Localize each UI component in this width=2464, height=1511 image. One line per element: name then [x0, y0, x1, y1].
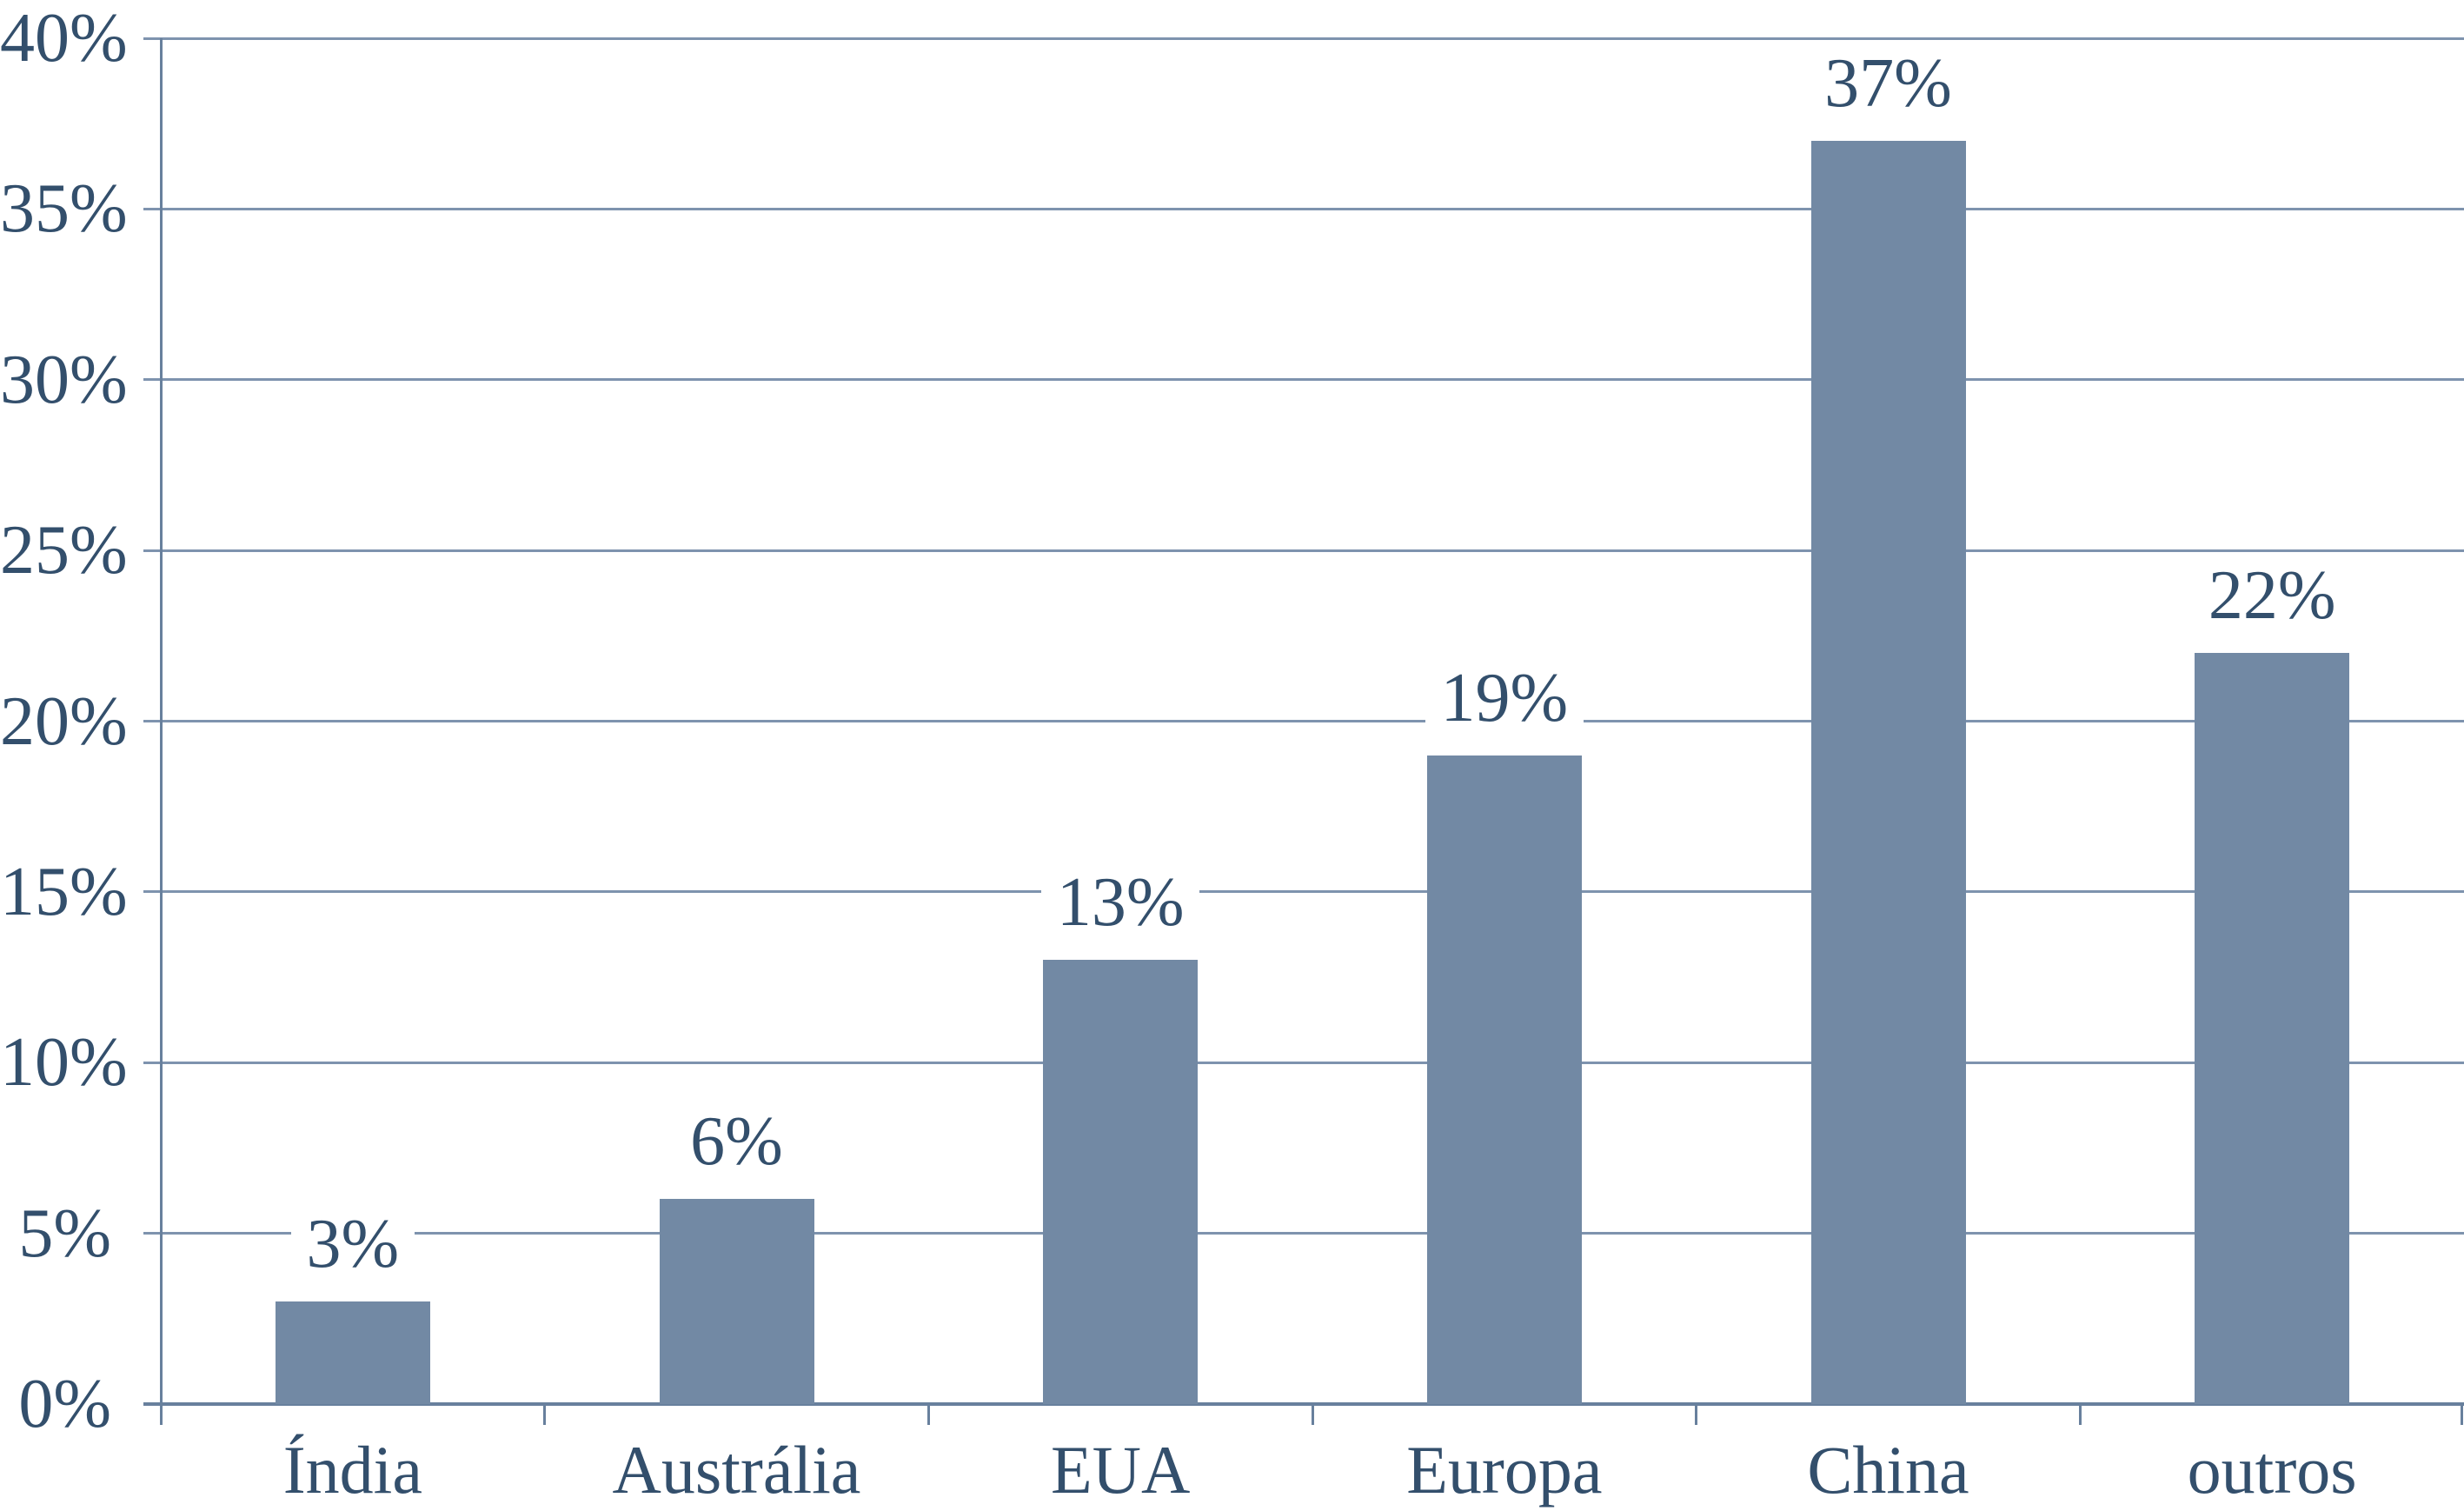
x-category-label: outros — [2187, 1432, 2357, 1508]
bar-value-label: 22% — [2080, 556, 2464, 636]
gridline — [143, 378, 2464, 382]
y-tick-label: 30% — [0, 341, 128, 418]
bar-value-text: 13% — [1040, 864, 1200, 942]
bar-value-text: 37% — [1809, 44, 1968, 122]
x-axis-tick — [926, 1404, 930, 1425]
gridline — [143, 207, 2464, 210]
bar — [1043, 960, 1199, 1404]
bar — [659, 1199, 814, 1404]
gridline — [143, 37, 2464, 40]
bar-value-text: 3% — [290, 1206, 415, 1283]
bar — [1426, 755, 1582, 1404]
x-category-label: EUA — [1051, 1432, 1191, 1508]
gridline — [143, 1061, 2464, 1064]
x-category-label: Índia — [282, 1432, 422, 1508]
y-tick-label: 20% — [0, 682, 128, 760]
bar-value-label: 13% — [928, 862, 1312, 942]
y-tick-label: 15% — [0, 853, 128, 930]
x-axis-tick — [1311, 1404, 1314, 1425]
bar-value-text: 19% — [1425, 659, 1584, 736]
y-tick-label: 10% — [0, 1024, 128, 1102]
x-axis-tick — [543, 1404, 547, 1425]
bar — [275, 1301, 430, 1404]
gridline — [143, 549, 2464, 552]
bar-value-label: 19% — [1312, 658, 1697, 738]
gridline — [143, 720, 2464, 722]
y-axis-line — [159, 38, 163, 1425]
x-category-label: China — [1807, 1432, 1969, 1508]
bar-value-label: 37% — [1697, 43, 2081, 123]
y-tick-label: 5% — [18, 1195, 111, 1272]
bar — [1810, 140, 1966, 1404]
bar-value-label: 3% — [161, 1204, 545, 1284]
x-category-label: Austrália — [612, 1432, 861, 1508]
gridline — [143, 890, 2464, 894]
bar — [2195, 652, 2350, 1404]
y-tick-label: 40% — [0, 0, 128, 77]
y-tick-label: 35% — [0, 170, 128, 248]
y-tick-label: 0% — [18, 1366, 111, 1442]
bar-value-text: 6% — [674, 1103, 799, 1181]
bar-value-text: 22% — [2192, 556, 2352, 634]
x-category-label: Europa — [1406, 1432, 1603, 1508]
x-axis-tick — [2460, 1404, 2463, 1425]
gridline — [143, 1232, 2464, 1235]
x-axis-line — [143, 1402, 2464, 1406]
y-tick-label: 25% — [0, 512, 128, 589]
x-axis-tick — [2078, 1404, 2082, 1425]
bar-value-label: 6% — [545, 1102, 929, 1182]
x-axis-tick — [1695, 1404, 1698, 1425]
